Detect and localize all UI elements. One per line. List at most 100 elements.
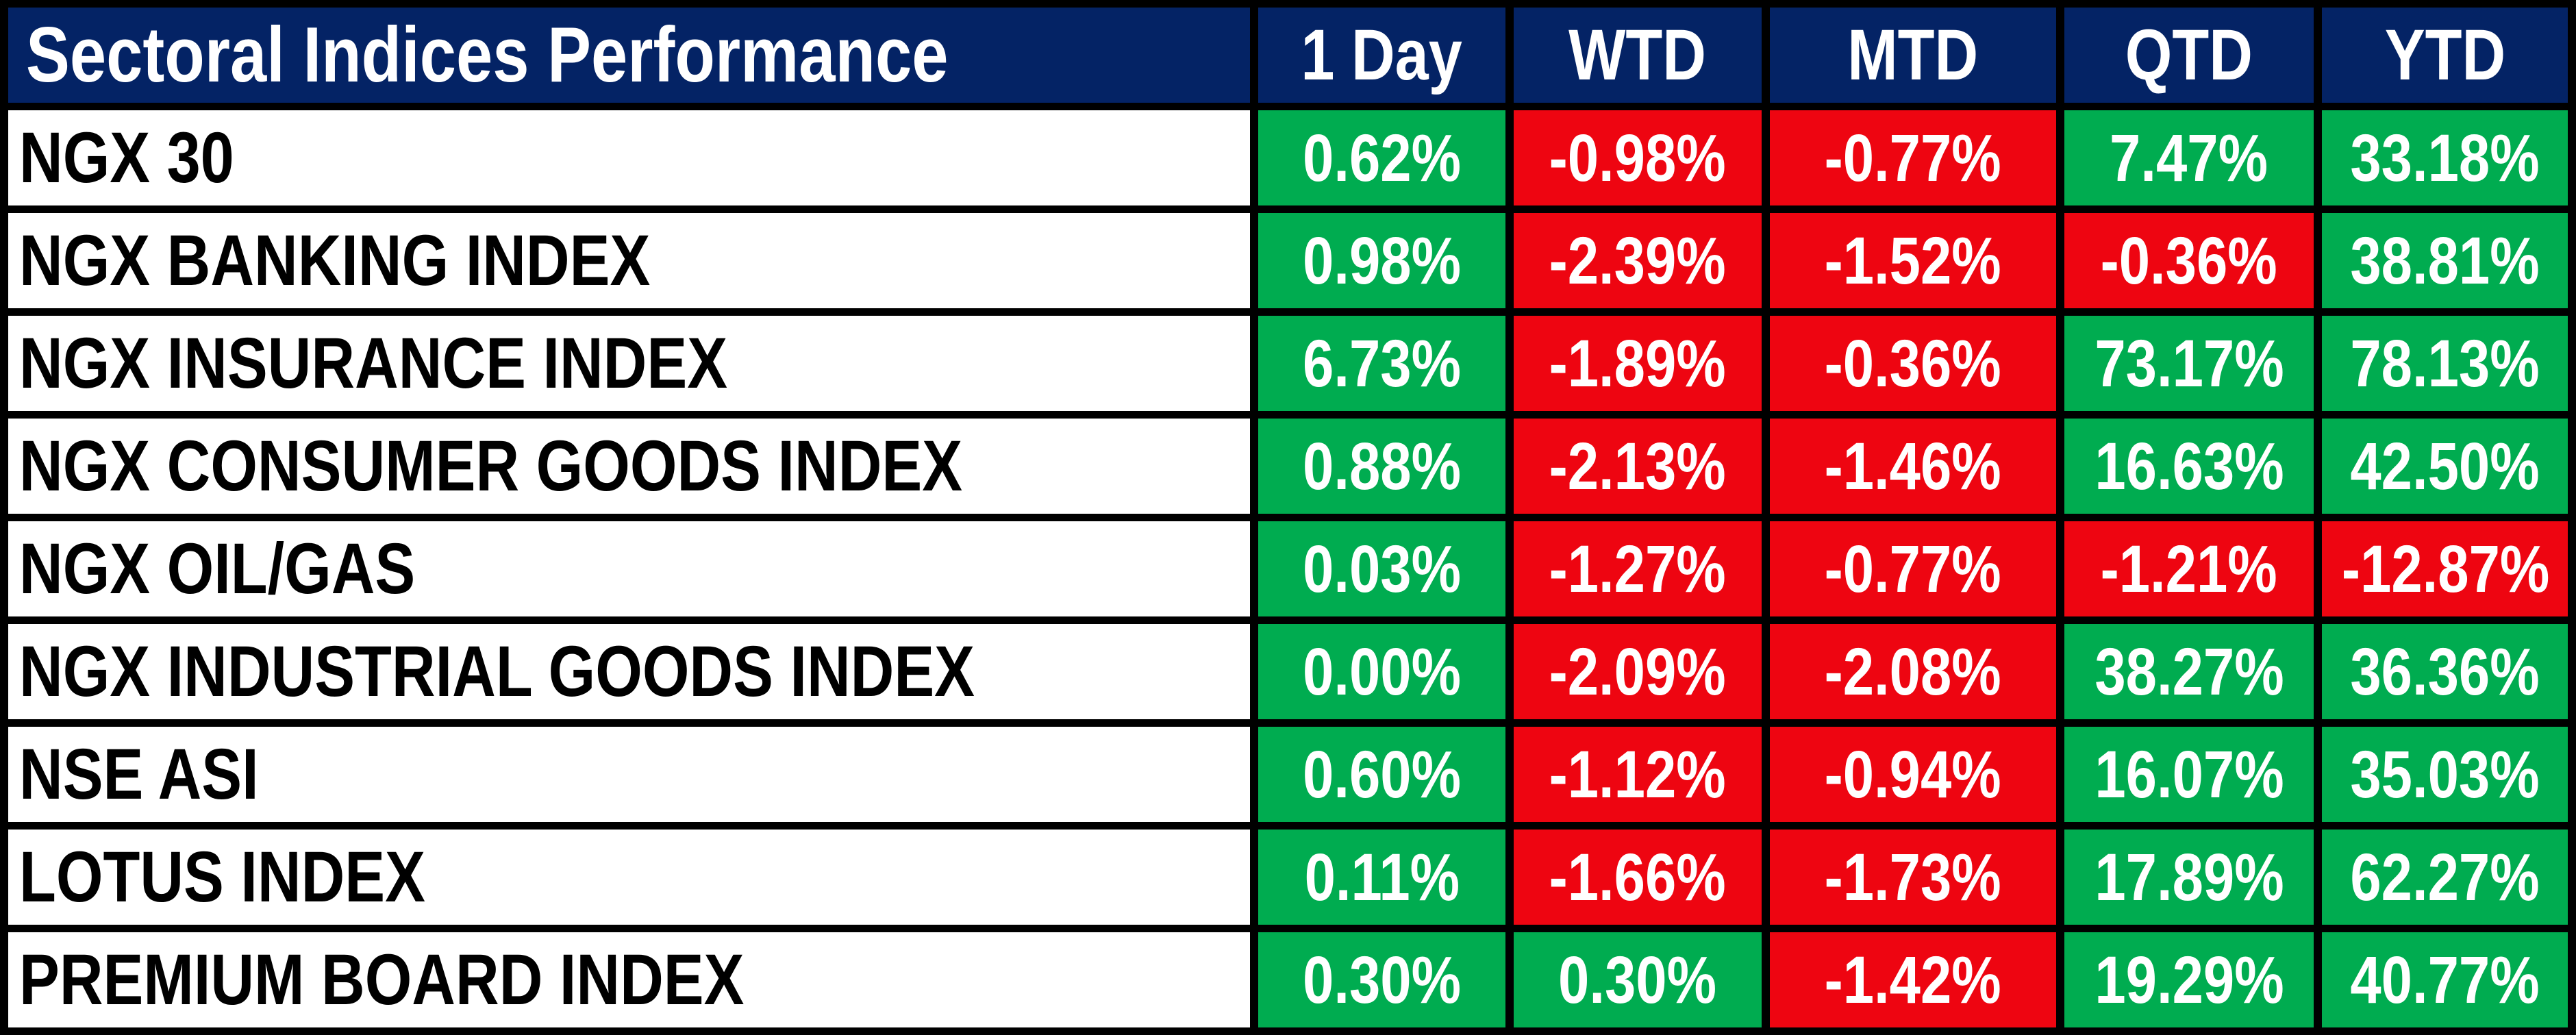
value-text: 33.18% [2350, 120, 2540, 195]
column-header-qtd: QTD [2064, 8, 2314, 103]
value-cell-ytd: 33.18% [2322, 110, 2568, 205]
value-cell-ytd: 42.50% [2322, 419, 2568, 514]
value-text: -0.36% [2100, 223, 2278, 298]
value-text: -2.09% [1549, 634, 1727, 709]
value-cell-mtd: -2.08% [1770, 624, 2056, 719]
index-label: NGX INSURANCE INDEX [8, 316, 1250, 411]
value-cell-mtd: -0.94% [1770, 727, 2056, 822]
value-text: 7.47% [2110, 120, 2268, 195]
value-cell-qtd: 73.17% [2064, 316, 2314, 411]
value-cell-1-day: 0.60% [1258, 727, 1505, 822]
value-cell-1-day: 0.11% [1258, 830, 1505, 925]
value-text: 73.17% [2094, 325, 2284, 401]
column-header-mtd: MTD [1770, 8, 2056, 103]
table-body: NGX 30 0.62% -0.98% -0.77% 7.47% 33.18% NGX BA… [8, 110, 2568, 1027]
value-cell-wtd: -1.27% [1514, 521, 1762, 616]
value-text: 16.07% [2094, 736, 2284, 812]
value-text: 6.73% [1302, 325, 1462, 401]
value-cell-ytd: 38.81% [2322, 213, 2568, 308]
value-cell-wtd: -2.39% [1514, 213, 1762, 308]
value-text: 62.27% [2350, 839, 2540, 914]
value-cell-mtd: -0.77% [1770, 521, 2056, 616]
value-text: 0.30% [1302, 942, 1462, 1017]
value-cell-1-day: 0.88% [1258, 419, 1505, 514]
value-text: 38.27% [2094, 634, 2284, 709]
value-text: -0.36% [1824, 325, 2002, 401]
value-text: -0.77% [1824, 531, 2002, 606]
value-cell-ytd: 35.03% [2322, 727, 2568, 822]
value-text: -1.89% [1549, 325, 1727, 401]
value-cell-ytd: 78.13% [2322, 316, 2568, 411]
value-cell-wtd: -0.98% [1514, 110, 1762, 205]
header-row: Sectoral Indices Performance 1 Day WTD M… [8, 8, 2568, 103]
table-row: LOTUS INDEX 0.11% -1.66% -1.73% 17.89% 62.27% [8, 830, 2568, 925]
value-cell-qtd: 16.63% [2064, 419, 2314, 514]
index-label-text: LOTUS INDEX [19, 836, 425, 917]
value-text: -0.98% [1549, 120, 1727, 195]
value-cell-wtd: -1.89% [1514, 316, 1762, 411]
index-label-text: NSE ASI [19, 734, 259, 814]
index-label: NGX INDUSTRIAL GOODS INDEX [8, 624, 1250, 719]
index-label-text: NGX BANKING INDEX [19, 220, 651, 301]
value-text: -1.73% [1824, 839, 2002, 914]
page-title: Sectoral Indices Performance [8, 8, 1250, 103]
value-cell-1-day: 0.62% [1258, 110, 1505, 205]
value-text: -2.13% [1549, 428, 1727, 503]
value-text: 0.62% [1302, 120, 1462, 195]
value-cell-ytd: 36.36% [2322, 624, 2568, 719]
value-cell-qtd: -1.21% [2064, 521, 2314, 616]
value-cell-mtd: -1.73% [1770, 830, 2056, 925]
column-header-ytd: YTD [2322, 8, 2568, 103]
index-label: NGX 30 [8, 110, 1250, 205]
value-cell-mtd: -0.36% [1770, 316, 2056, 411]
value-text: 19.29% [2094, 942, 2284, 1017]
table-row: NGX INSURANCE INDEX 6.73% -1.89% -0.36% 73.1… [8, 316, 2568, 411]
value-cell-wtd: -2.09% [1514, 624, 1762, 719]
index-label: NSE ASI [8, 727, 1250, 822]
value-text: 40.77% [2350, 942, 2540, 1017]
index-label: NGX OIL/GAS [8, 521, 1250, 616]
value-text: 0.00% [1302, 634, 1462, 709]
index-label-text: NGX INDUSTRIAL GOODS INDEX [19, 631, 975, 712]
value-cell-1-day: 6.73% [1258, 316, 1505, 411]
value-text: 0.88% [1302, 428, 1462, 503]
value-text: -2.08% [1824, 634, 2002, 709]
index-label: NGX BANKING INDEX [8, 213, 1250, 308]
value-cell-ytd: 40.77% [2322, 932, 2568, 1027]
value-cell-qtd: 16.07% [2064, 727, 2314, 822]
value-cell-1-day: 0.30% [1258, 932, 1505, 1027]
column-header-wtd: WTD [1514, 8, 1762, 103]
index-label-text: NGX INSURANCE INDEX [19, 323, 728, 403]
value-cell-qtd: 17.89% [2064, 830, 2314, 925]
value-cell-mtd: -1.52% [1770, 213, 2056, 308]
table-row: NGX INDUSTRIAL GOODS INDEX 0.00% -2.09% -2.… [8, 624, 2568, 719]
table-row: NGX BANKING INDEX 0.98% -2.39% -1.52% -0.36%… [8, 213, 2568, 308]
value-cell-qtd: 7.47% [2064, 110, 2314, 205]
value-text: -1.66% [1549, 839, 1727, 914]
value-cell-wtd: 0.30% [1514, 932, 1762, 1027]
value-text: -1.12% [1549, 736, 1727, 812]
value-cell-1-day: 0.03% [1258, 521, 1505, 616]
value-text: -0.77% [1824, 120, 2002, 195]
value-cell-1-day: 0.00% [1258, 624, 1505, 719]
index-label-text: NGX OIL/GAS [19, 528, 416, 609]
value-cell-wtd: -2.13% [1514, 419, 1762, 514]
value-text: 0.11% [1304, 839, 1460, 914]
table-row: NGX CONSUMER GOODS INDEX 0.88% -2.13% -1.46… [8, 419, 2568, 514]
value-cell-qtd: 19.29% [2064, 932, 2314, 1027]
value-text: 38.81% [2350, 223, 2540, 298]
value-text: 42.50% [2350, 428, 2540, 503]
index-label-text: NGX CONSUMER GOODS INDEX [19, 425, 963, 506]
table-row: NGX 30 0.62% -0.98% -0.77% 7.47% 33.18% [8, 110, 2568, 205]
value-cell-ytd: 62.27% [2322, 830, 2568, 925]
table-row: NSE ASI 0.60% -1.12% -0.94% 16.07% 35.03% [8, 727, 2568, 822]
value-text: 78.13% [2350, 325, 2540, 401]
table-row: NGX OIL/GAS 0.03% -1.27% -0.77% -1.21% -12.87… [8, 521, 2568, 616]
value-text: 36.36% [2350, 634, 2540, 709]
value-text: -1.27% [1549, 531, 1727, 606]
value-text: -0.94% [1824, 736, 2002, 812]
value-text: 17.89% [2094, 839, 2284, 914]
value-cell-1-day: 0.98% [1258, 213, 1505, 308]
value-cell-ytd: -12.87% [2322, 521, 2568, 616]
